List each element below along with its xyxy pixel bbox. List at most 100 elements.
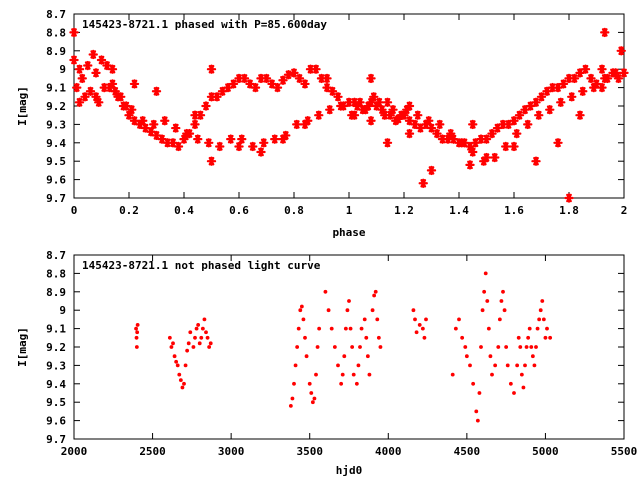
data-point (261, 73, 272, 84)
data-point (547, 82, 558, 93)
data-point (468, 363, 472, 368)
y-tick-label: 8.9 (46, 286, 66, 299)
data-point (479, 345, 483, 349)
data-point (129, 116, 140, 126)
data-point (501, 289, 505, 294)
data-point (88, 49, 98, 60)
data-point (363, 101, 373, 111)
data-point (74, 64, 85, 74)
data-point (183, 363, 188, 368)
data-point (177, 372, 182, 377)
data-point (205, 335, 210, 340)
data-point (80, 92, 90, 102)
data-point (204, 330, 208, 335)
data-point (134, 345, 139, 349)
y-tick-label: 9.1 (46, 323, 66, 336)
data-point (245, 79, 255, 89)
data-point (476, 134, 486, 144)
data-point (200, 326, 205, 331)
data-point (541, 317, 546, 322)
data-point (278, 75, 288, 85)
data-point (413, 110, 423, 120)
data-point (151, 130, 162, 141)
x-tick-label: 2 (621, 204, 628, 217)
data-point (443, 134, 453, 144)
data-point (391, 116, 401, 126)
data-point (512, 391, 516, 395)
data-point (173, 141, 184, 152)
data-point (586, 73, 596, 84)
data-point (172, 354, 177, 359)
x-tick-label: 4500 (454, 445, 481, 458)
data-point (304, 354, 309, 359)
data-point (91, 68, 101, 78)
data-point (316, 73, 327, 84)
data-point (509, 116, 519, 126)
data-point (99, 82, 109, 93)
data-point (323, 289, 328, 294)
data-point (616, 46, 626, 56)
data-point (388, 104, 398, 115)
data-point (208, 341, 213, 346)
data-point (558, 79, 569, 89)
data-point (525, 101, 536, 111)
data-point (272, 82, 283, 93)
data-point (202, 317, 207, 322)
data-point (490, 372, 494, 377)
data-point (514, 110, 525, 120)
plot-frame (73, 254, 625, 440)
data-point (396, 110, 406, 120)
x-tick-label: 1.8 (559, 204, 579, 217)
data-point (188, 330, 193, 335)
data-point (360, 104, 371, 115)
data-point (191, 345, 196, 349)
y-tick-label: 8.8 (46, 26, 66, 39)
data-point (311, 64, 321, 74)
data-point (364, 335, 369, 340)
data-point (135, 119, 145, 130)
data-point (482, 289, 487, 294)
data-point (299, 304, 304, 309)
data-point (256, 73, 266, 84)
data-point (373, 289, 378, 294)
data-point (349, 97, 360, 108)
data-point (450, 372, 455, 377)
data-point (490, 152, 500, 163)
data-point (540, 299, 545, 303)
data-point (69, 55, 79, 65)
y-tick-label: 9 (59, 304, 66, 317)
data-point (534, 345, 538, 349)
data-point (309, 391, 314, 395)
data-point (366, 97, 376, 108)
data-point (414, 330, 419, 335)
data-point (545, 326, 549, 331)
data-point (362, 317, 367, 322)
data-point (426, 123, 437, 133)
data-point (107, 79, 118, 89)
data-point (206, 64, 217, 74)
data-point (611, 68, 621, 78)
x-tick-label: 0.8 (284, 204, 304, 217)
data-point (310, 400, 315, 405)
y-tick-label: 8.9 (46, 45, 66, 58)
x-tick-label: 0.4 (174, 204, 194, 217)
data-point (322, 73, 332, 84)
data-point (589, 82, 599, 93)
data-point (129, 79, 140, 89)
data-point (367, 372, 372, 377)
y-tick-label: 9.2 (46, 100, 66, 113)
data-point (420, 326, 425, 331)
data-point (193, 134, 203, 144)
data-point (542, 86, 552, 96)
y-tick-label: 9.2 (46, 341, 66, 354)
data-point (548, 335, 553, 340)
data-point (413, 317, 417, 322)
data-point (134, 326, 138, 331)
data-point (481, 134, 492, 144)
data-point (377, 104, 387, 115)
y-tick-label: 8.7 (46, 8, 66, 21)
data-point (497, 317, 502, 322)
data-point (370, 308, 375, 313)
data-point (169, 345, 174, 349)
data-point (72, 82, 82, 93)
